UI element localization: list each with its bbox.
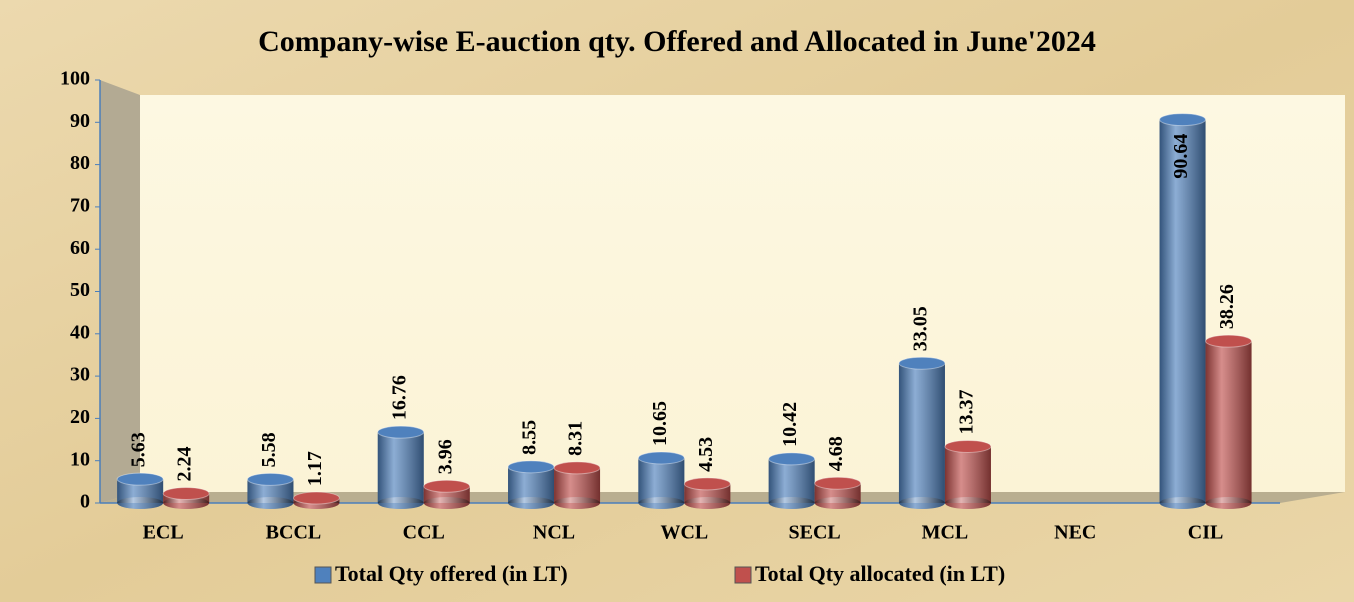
data-label: 8.31 <box>565 421 587 456</box>
bar-shade <box>944 446 991 503</box>
y-tick-label: 50 <box>70 279 90 301</box>
bar-base-shade <box>554 497 601 509</box>
data-label: 16.76 <box>388 375 410 420</box>
data-label: 5.58 <box>258 432 280 467</box>
bar-base-shade <box>898 497 945 509</box>
chart-title: Company-wise E-auction qty. Offered and … <box>258 25 1096 58</box>
x-tick-label: NCL <box>533 522 575 544</box>
data-label: 4.53 <box>695 437 717 472</box>
legend-swatch <box>734 566 752 584</box>
y-tick-label: 100 <box>60 68 90 90</box>
data-label: 4.68 <box>825 436 847 471</box>
bar-shade <box>1205 341 1252 503</box>
data-label: 10.42 <box>779 402 801 447</box>
bar-base-shade <box>944 497 991 509</box>
bar-cap <box>292 491 340 505</box>
x-tick-label: ECL <box>143 522 184 544</box>
bar-cap <box>944 439 992 453</box>
data-label: 38.26 <box>1216 284 1238 329</box>
bar-shade <box>898 363 945 503</box>
bar-cap <box>814 476 862 490</box>
x-tick-label: MCL <box>922 522 969 544</box>
bar-shade <box>117 479 164 503</box>
data-label: 8.55 <box>519 420 541 455</box>
bar-base-shade <box>377 497 424 509</box>
side-wall <box>100 80 140 503</box>
bar-cap <box>768 452 816 466</box>
bar-cap <box>507 460 555 474</box>
bar-cap <box>116 472 164 486</box>
bar-cap <box>1159 113 1207 127</box>
y-tick-label: 80 <box>70 152 90 174</box>
data-label: 5.63 <box>128 432 150 467</box>
back-wall <box>140 95 1345 492</box>
bar-cap <box>423 479 471 493</box>
bar-cap <box>377 425 425 439</box>
data-label: 33.05 <box>910 306 932 351</box>
bar-shade <box>508 466 555 503</box>
x-tick-label: NEC <box>1054 522 1096 544</box>
bar-cap <box>1205 334 1253 348</box>
bar-cap <box>246 472 294 486</box>
legend-label: Total Qty offered (in LT) <box>335 561 568 586</box>
x-tick-label: WCL <box>660 522 708 544</box>
x-tick-label: SECL <box>789 522 841 544</box>
data-label: 1.17 <box>304 451 326 486</box>
bar-base-shade <box>247 497 294 509</box>
data-label: 3.96 <box>434 439 456 474</box>
bar-cap <box>898 356 946 370</box>
data-label: 10.65 <box>649 401 671 446</box>
bar-base-shade <box>768 497 815 509</box>
bar-cap <box>553 461 601 475</box>
legend-label: Total Qty allocated (in LT) <box>755 561 1005 586</box>
bar-shade <box>768 458 815 503</box>
bar-shade <box>247 479 294 503</box>
bar-base-shade <box>638 497 685 509</box>
bar-base-shade <box>508 497 555 509</box>
y-tick-label: 60 <box>70 237 90 259</box>
bar-base-shade <box>1205 497 1252 509</box>
legend-swatch <box>314 566 332 584</box>
y-tick-label: 30 <box>70 364 90 386</box>
x-tick-label: BCCL <box>266 522 322 544</box>
bar-base-shade <box>814 497 861 509</box>
y-tick-label: 20 <box>70 406 90 428</box>
bar-base-shade <box>1159 497 1206 509</box>
y-tick-label: 70 <box>70 194 90 216</box>
data-label: 2.24 <box>174 447 196 482</box>
bar-base-shade <box>117 497 164 509</box>
bar-base-shade <box>163 497 210 509</box>
bar-shade <box>377 432 424 503</box>
bar-cap <box>637 451 685 465</box>
data-label: 90.64 <box>1170 134 1192 179</box>
x-tick-label: CIL <box>1188 522 1224 544</box>
data-label: 13.37 <box>956 389 978 434</box>
bar-cap <box>162 487 210 501</box>
y-tick-label: 90 <box>70 110 90 132</box>
x-tick-label: CCL <box>403 522 445 544</box>
y-tick-label: 10 <box>70 448 90 470</box>
bar-cap <box>683 477 731 491</box>
bar-shade <box>638 457 685 503</box>
y-tick-label: 0 <box>80 491 90 513</box>
y-tick-label: 40 <box>70 321 90 343</box>
bar-shade <box>1159 119 1206 503</box>
bar-base-shade <box>423 497 470 509</box>
bar-base-shade <box>684 497 731 509</box>
